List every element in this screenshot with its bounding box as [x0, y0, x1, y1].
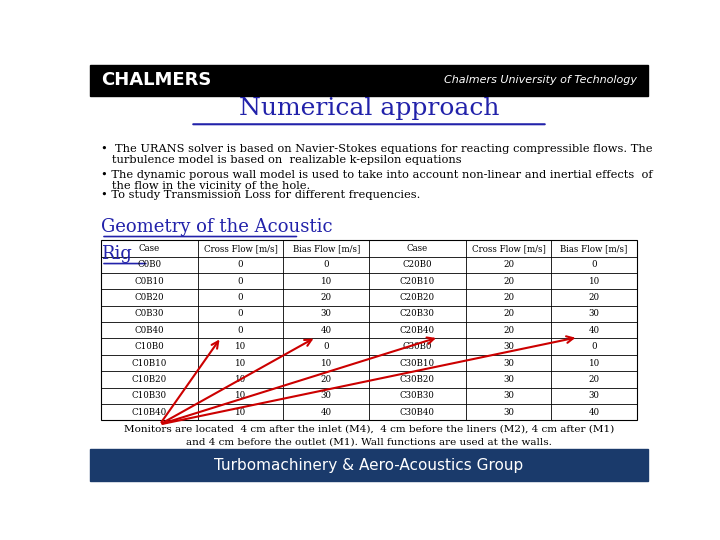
- Text: C30B10: C30B10: [400, 359, 435, 368]
- Text: 40: 40: [320, 408, 332, 417]
- Text: 40: 40: [320, 326, 332, 335]
- Text: 30: 30: [503, 342, 514, 351]
- Text: 20: 20: [320, 375, 332, 384]
- Text: 0: 0: [238, 326, 243, 335]
- Text: 0: 0: [323, 260, 329, 269]
- Text: 30: 30: [503, 375, 514, 384]
- Bar: [90, 449, 648, 481]
- Text: C20B0: C20B0: [402, 260, 432, 269]
- Text: 0: 0: [238, 260, 243, 269]
- Text: Bias Flow [m/s]: Bias Flow [m/s]: [560, 244, 628, 253]
- Text: C10B20: C10B20: [132, 375, 167, 384]
- Text: C0B0: C0B0: [138, 260, 161, 269]
- Text: 10: 10: [235, 392, 246, 400]
- Text: C10B40: C10B40: [132, 408, 167, 417]
- Text: 30: 30: [503, 408, 514, 417]
- Text: 40: 40: [588, 326, 600, 335]
- Text: Chalmers University of Technology: Chalmers University of Technology: [444, 76, 637, 85]
- Text: C30B40: C30B40: [400, 408, 435, 417]
- Text: 10: 10: [320, 276, 332, 286]
- Text: 20: 20: [588, 293, 600, 302]
- Text: Bias Flow [m/s]: Bias Flow [m/s]: [292, 244, 360, 253]
- Text: 20: 20: [503, 276, 514, 286]
- Text: 30: 30: [503, 359, 514, 368]
- Text: •  The URANS solver is based on Navier-Stokes equations for reacting compressibl: • The URANS solver is based on Navier-St…: [101, 144, 652, 165]
- Text: 0: 0: [238, 309, 243, 319]
- Text: • The dynamic porous wall model is used to take into account non-linear and iner: • The dynamic porous wall model is used …: [101, 170, 653, 191]
- Text: C10B10: C10B10: [132, 359, 167, 368]
- Text: 10: 10: [235, 342, 246, 351]
- Text: 30: 30: [588, 392, 600, 400]
- Text: CHALMERS: CHALMERS: [101, 71, 212, 90]
- Text: C0B20: C0B20: [135, 293, 164, 302]
- Text: 30: 30: [320, 392, 332, 400]
- Text: C0B40: C0B40: [135, 326, 164, 335]
- Bar: [101, 240, 636, 420]
- Text: Case: Case: [407, 244, 428, 253]
- Text: C20B10: C20B10: [400, 276, 435, 286]
- Text: Monitors are located  4 cm after the inlet (M4),  4 cm before the liners (M2), 4: Monitors are located 4 cm after the inle…: [124, 424, 614, 434]
- Text: 30: 30: [503, 392, 514, 400]
- Text: Turbomachinery & Aero-Acoustics Group: Turbomachinery & Aero-Acoustics Group: [215, 457, 523, 472]
- Text: Cross Flow [m/s]: Cross Flow [m/s]: [204, 244, 278, 253]
- Text: 40: 40: [588, 408, 600, 417]
- Text: 20: 20: [503, 326, 514, 335]
- Text: C0B30: C0B30: [135, 309, 164, 319]
- Text: 20: 20: [320, 293, 332, 302]
- Text: C10B30: C10B30: [132, 392, 167, 400]
- Text: 10: 10: [235, 408, 246, 417]
- Text: 10: 10: [320, 359, 332, 368]
- Text: 10: 10: [235, 375, 246, 384]
- Text: 0: 0: [591, 342, 597, 351]
- Text: Numerical approach: Numerical approach: [239, 97, 499, 120]
- Text: 30: 30: [588, 309, 600, 319]
- Text: 10: 10: [588, 359, 600, 368]
- Bar: [90, 65, 648, 96]
- Text: • To study Transmission Loss for different frequencies.: • To study Transmission Loss for differe…: [101, 190, 420, 200]
- Text: C10B0: C10B0: [135, 342, 164, 351]
- Text: 0: 0: [323, 342, 329, 351]
- Text: Geometry of the Acoustic: Geometry of the Acoustic: [101, 218, 333, 236]
- Text: 10: 10: [235, 359, 246, 368]
- Text: 20: 20: [503, 309, 514, 319]
- Text: 10: 10: [588, 276, 600, 286]
- Text: 0: 0: [591, 260, 597, 269]
- Text: 0: 0: [238, 276, 243, 286]
- Text: C20B20: C20B20: [400, 293, 435, 302]
- Text: C20B30: C20B30: [400, 309, 435, 319]
- Text: C30B20: C30B20: [400, 375, 435, 384]
- Text: Case: Case: [139, 244, 160, 253]
- Text: 20: 20: [503, 293, 514, 302]
- Text: Cross Flow [m/s]: Cross Flow [m/s]: [472, 244, 546, 253]
- Text: C30B0: C30B0: [402, 342, 432, 351]
- Text: 30: 30: [320, 309, 332, 319]
- Text: 20: 20: [588, 375, 600, 384]
- Text: C30B30: C30B30: [400, 392, 435, 400]
- Text: C20B40: C20B40: [400, 326, 435, 335]
- Text: Rig: Rig: [101, 245, 132, 263]
- Text: and 4 cm before the outlet (M1). Wall functions are used at the walls.: and 4 cm before the outlet (M1). Wall fu…: [186, 438, 552, 447]
- Text: C0B10: C0B10: [135, 276, 164, 286]
- Text: 20: 20: [503, 260, 514, 269]
- Text: 0: 0: [238, 293, 243, 302]
